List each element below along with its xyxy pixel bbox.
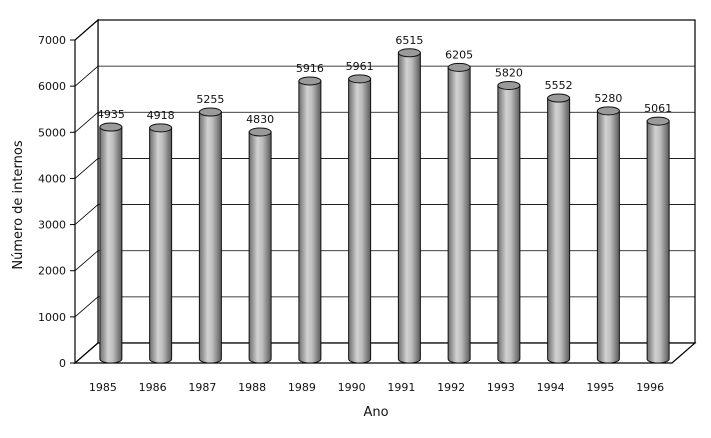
y-tick-label: 0 [59,357,66,370]
bar-top [348,74,372,84]
data-label: 5061 [644,102,672,115]
bar-top [646,116,670,126]
data-label: 4918 [147,109,175,122]
x-tick-label: 1986 [139,381,167,394]
x-tick-label: 1988 [238,381,266,394]
x-tick-label: 1993 [487,381,515,394]
bar [348,74,372,364]
bar [149,123,173,364]
bar-top [248,127,272,137]
y-tick-labels: 0 1000 2000 3000 4000 5000 6000 7000 [38,34,66,370]
x-tick-label: 1989 [288,381,316,394]
gridline-side [74,65,99,87]
bar [99,122,123,364]
x-tick-label: 1985 [89,381,117,394]
bar [447,62,471,364]
gridline-side [74,296,99,318]
bar-top [547,93,571,103]
bar-top [198,107,222,117]
data-label: 4935 [97,108,125,121]
side-wall [74,18,99,365]
y-tick-label: 6000 [38,80,66,93]
gridline-side [74,250,99,272]
gridlines [70,19,695,364]
x-tick-label: 1995 [586,381,614,394]
x-tick-label: 1996 [636,381,664,394]
y-tick-label: 1000 [38,311,66,324]
x-tick-label: 1987 [188,381,216,394]
data-label: 5280 [594,92,622,105]
floor [73,342,697,364]
bar [298,76,322,364]
x-tick-label: 1990 [338,381,366,394]
back-wall [97,19,696,344]
bar-top [397,48,421,58]
x-tick-label: 1994 [537,381,565,394]
bar [646,116,670,364]
bar-top [298,76,322,86]
bar-top [99,122,123,132]
y-tick-label: 5000 [38,126,66,139]
data-label: 5916 [296,62,324,75]
x-axis-title: Ano [363,405,388,420]
x-tick-label: 1992 [437,381,465,394]
x-tick-label: 1991 [387,381,415,394]
bar [596,106,620,364]
plot-frame [73,18,697,365]
bar [497,80,521,364]
y-tick-label: 3000 [38,219,66,232]
data-label: 4830 [246,113,274,126]
gridline-side [74,204,99,225]
data-label: 5552 [545,79,573,92]
data-label: 5820 [495,66,523,79]
y-axis-title: Número de internos [11,140,26,269]
data-label: 5255 [196,93,224,106]
bar [198,107,222,364]
gridline-side [74,19,99,41]
gridline-side [74,158,99,179]
bar-top [447,62,471,72]
data-label: 5961 [346,60,374,73]
gridline-side [74,111,99,133]
data-labels: 4935 4918 5255 4830 5916 5961 6515 6205 5820 5552… [97,34,672,126]
bar [547,93,571,364]
x-tick-labels: 1985 1986 1987 1988 1989 1990 1991 1992 1993 1994… [89,381,664,394]
bar [248,127,272,364]
y-tick-label: 4000 [38,172,66,185]
y-tick-label: 7000 [38,34,66,47]
data-label: 6205 [445,48,473,61]
bar-top [497,80,521,90]
bars [99,48,670,364]
y-tick-label: 2000 [38,265,66,278]
bar-top [596,106,620,116]
bar [397,48,421,364]
bar-top [149,123,173,133]
data-label: 6515 [395,34,423,47]
